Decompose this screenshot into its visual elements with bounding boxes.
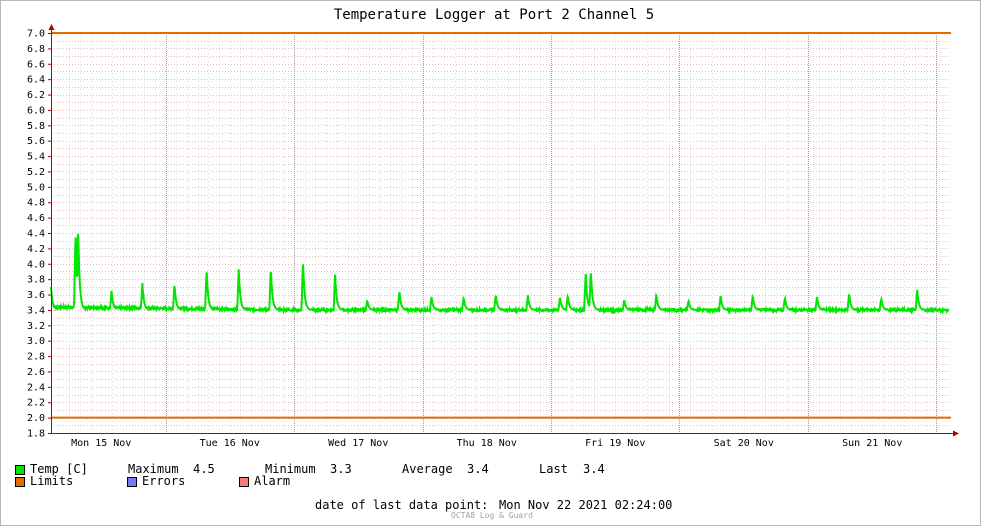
y-tick-label: 3.0 bbox=[27, 336, 45, 347]
maximum-label: Maximum bbox=[128, 462, 179, 476]
y-tick-label: 4.0 bbox=[27, 259, 45, 270]
errors-swatch bbox=[127, 477, 137, 487]
errors-legend-label: Errors bbox=[142, 474, 186, 488]
y-tick-label: 2.4 bbox=[27, 382, 45, 393]
average-label: Average bbox=[402, 462, 453, 476]
last-value: 3.4 bbox=[583, 462, 605, 476]
y-tick-label: 3.6 bbox=[27, 290, 45, 301]
limits-swatch bbox=[15, 477, 25, 487]
y-tick-label: 3.2 bbox=[27, 321, 45, 332]
y-tick-label: 2.8 bbox=[27, 352, 45, 363]
y-tick-label: 3.4 bbox=[27, 305, 45, 316]
x-tick-label: Tue 16 Nov bbox=[200, 438, 260, 449]
y-tick-label: 5.4 bbox=[27, 152, 45, 163]
x-tick-label: Thu 18 Nov bbox=[457, 438, 517, 449]
y-tick-label: 2.6 bbox=[27, 367, 45, 378]
y-tick-label: 6.2 bbox=[27, 90, 45, 101]
y-tick-label: 2.2 bbox=[27, 398, 45, 409]
x-tick-label: Sun 21 Nov bbox=[842, 438, 902, 449]
y-tick-label: 6.0 bbox=[27, 105, 45, 116]
x-tick-label: Mon 15 Nov bbox=[71, 438, 131, 449]
y-tick-label: 5.8 bbox=[27, 121, 45, 132]
average-value: 3.4 bbox=[467, 462, 489, 476]
x-tick-label: Sat 20 Nov bbox=[714, 438, 774, 449]
last-data-point-label: date of last data point: bbox=[315, 498, 489, 512]
alarm-swatch bbox=[239, 477, 249, 487]
last-data-point-value: Mon Nov 22 2021 02:24:00 bbox=[499, 498, 673, 512]
y-tick-label: 6.8 bbox=[27, 44, 45, 55]
x-axis-arrow bbox=[953, 430, 959, 437]
temp-series-line bbox=[50, 234, 950, 315]
y-tick-label: 4.4 bbox=[27, 229, 45, 240]
y-tick-label: 4.6 bbox=[27, 213, 45, 224]
grid bbox=[51, 33, 951, 434]
limit-lines bbox=[51, 32, 951, 419]
y-tick-label: 3.8 bbox=[27, 275, 45, 286]
y-tick-label: 4.2 bbox=[27, 244, 45, 255]
temp-swatch bbox=[15, 465, 25, 475]
y-tick-label: 5.6 bbox=[27, 136, 45, 147]
minimum-value: 3.3 bbox=[330, 462, 352, 476]
watermark: OCTA8 Log & Guard bbox=[451, 511, 533, 520]
y-ticks: 7.0 6.8 6.6 6.4 6.2 6.0 5.8 5.6 5.4 5.2 5.0 4.8 4.6 4… bbox=[27, 29, 51, 440]
y-tick-label: 2.0 bbox=[27, 413, 45, 424]
y-tick-label: 5.2 bbox=[27, 167, 45, 178]
alarm-legend-label: Alarm bbox=[254, 474, 291, 488]
last-label: Last bbox=[539, 462, 568, 476]
x-tick-label: Wed 17 Nov bbox=[328, 438, 388, 449]
maximum-value: 4.5 bbox=[193, 462, 215, 476]
y-tick-label: 4.8 bbox=[27, 198, 45, 209]
axes bbox=[48, 24, 959, 437]
y-tick-label: 7.0 bbox=[27, 29, 45, 40]
y-tick-label: 6.4 bbox=[27, 75, 45, 86]
y-tick-label: 6.6 bbox=[27, 59, 45, 70]
temp-legend-label: Temp [C] bbox=[30, 462, 88, 476]
y-tick-label: 5.0 bbox=[27, 182, 45, 193]
minimum-label: Minimum bbox=[265, 462, 316, 476]
x-labels: Mon 15 Nov Tue 16 Nov Wed 17 Nov Thu 18 Nov… bbox=[71, 438, 902, 449]
limits-legend-label: Limits bbox=[30, 474, 74, 488]
chart-title: Temperature Logger at Port 2 Channel 5 bbox=[334, 7, 654, 23]
y-axis-arrow bbox=[48, 24, 55, 30]
y-tick-label: 1.8 bbox=[27, 429, 45, 440]
x-tick-label: Fri 19 Nov bbox=[585, 438, 645, 449]
